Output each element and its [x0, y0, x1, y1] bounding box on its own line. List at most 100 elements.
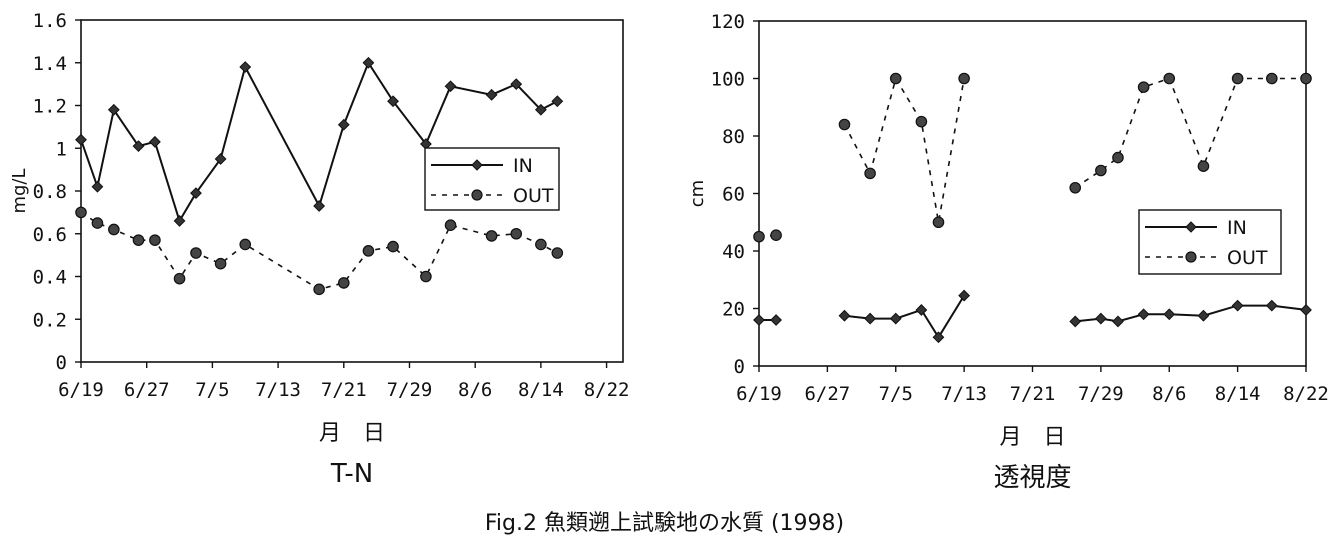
data-point-in [838, 309, 851, 322]
x-tick-label: 7/29 [387, 379, 433, 401]
data-point-out [915, 115, 928, 128]
legend-label-out: OUT [513, 185, 554, 207]
data-point-out [387, 240, 399, 253]
y-tick-label: 1.4 [33, 53, 67, 75]
data-point-in [132, 140, 145, 153]
y-tick-label: 1.6 [33, 10, 67, 32]
data-point-in [173, 215, 186, 227]
data-point-out [91, 217, 104, 229]
y-tick-label: 0.8 [33, 181, 67, 203]
data-point-out [149, 234, 161, 246]
data-point-out [173, 272, 186, 285]
data-point-in [958, 289, 971, 302]
data-point-in [915, 304, 928, 316]
data-point-out [75, 206, 87, 219]
data-point-out [313, 283, 325, 296]
y-tick-label: 20 [722, 299, 745, 321]
data-point-in [551, 95, 564, 108]
data-point-out [535, 238, 547, 251]
series-out [753, 72, 1312, 243]
data-point-out [1197, 160, 1210, 172]
legend-label-in: IN [513, 155, 533, 177]
data-point-out [108, 223, 120, 236]
data-point-in [1137, 308, 1150, 321]
data-point-in [362, 56, 375, 69]
legend-label-in: IN [1227, 217, 1247, 239]
data-point-in [485, 88, 498, 101]
data-point-out [362, 245, 375, 257]
data-point-out [1112, 151, 1124, 164]
data-point-out [1266, 72, 1278, 85]
data-point-in [1094, 312, 1107, 325]
y-axis-label: cm [687, 180, 708, 207]
x-tick-label: 6/27 [804, 383, 850, 405]
data-point-in [1112, 315, 1124, 328]
y-tick-label: 1.2 [33, 96, 67, 118]
x-tick-label: 8/14 [518, 379, 564, 401]
x-tick-label: 6/19 [58, 379, 104, 401]
x-tick-label: 7/5 [879, 383, 913, 405]
chart-title: T-N [330, 459, 373, 489]
y-tick-label: 60 [722, 184, 745, 206]
data-point-in [91, 180, 104, 193]
x-tick-label: 6/19 [736, 383, 782, 405]
data-point-in [889, 312, 902, 325]
data-point-out [132, 234, 145, 246]
data-point-in [864, 312, 877, 325]
data-point-out [932, 216, 945, 229]
legend: IN OUT [1138, 209, 1282, 275]
data-point-out [838, 118, 851, 131]
data-point-in [337, 118, 350, 131]
x-tick-label: 8/22 [1283, 383, 1329, 405]
y-axis-label: mg/L [9, 168, 30, 213]
data-point-in [239, 61, 252, 73]
y-tick-label: 0 [734, 356, 745, 378]
data-point-out [551, 247, 564, 259]
data-point-out [1069, 181, 1082, 194]
data-point-out [1231, 72, 1244, 85]
series-in [75, 56, 564, 227]
y-tick-label: 0.4 [33, 267, 67, 289]
data-point-in [932, 331, 945, 344]
legend: IN OUT [424, 147, 560, 211]
x-tick-label: 7/13 [941, 383, 987, 405]
legend-box [1138, 209, 1282, 275]
y-tick-label: 100 [711, 69, 745, 91]
data-point-out [190, 247, 202, 259]
y-tick-label: 120 [711, 11, 745, 33]
y-tick-label: 0 [56, 352, 67, 374]
data-point-in [444, 80, 457, 93]
series-in [753, 289, 1312, 344]
series-line-out [843, 76, 965, 223]
x-axis-label: 月 日 [999, 425, 1065, 450]
chart-title: 透視度 [993, 463, 1071, 493]
y-tick-label: 40 [722, 241, 745, 263]
x-tick-label: 7/21 [321, 379, 367, 401]
y-tick-label: 80 [722, 126, 745, 148]
data-point-out [337, 277, 350, 289]
data-point-in [770, 314, 783, 326]
data-point-in [75, 133, 87, 146]
x-tick-label: 7/5 [195, 379, 229, 401]
figure: 0 0.2 0.4 0.6 0.8 1 1.2 1.4 1.6 6/19 6/27 7/5 7/13 7/… [9, 10, 1329, 493]
data-point-out [1300, 72, 1312, 85]
data-point-out [444, 219, 457, 231]
data-point-in [107, 103, 120, 116]
x-axis-label: 月 日 [319, 421, 385, 446]
data-point-in [387, 95, 399, 108]
legend-marker-in [1185, 221, 1197, 233]
legend-label-out: OUT [1227, 247, 1268, 269]
data-point-out [485, 230, 498, 242]
data-point-in [534, 103, 547, 116]
data-point-in [1069, 315, 1082, 328]
data-point-in [149, 135, 161, 148]
data-point-out [420, 270, 432, 283]
series-line-out [1074, 77, 1306, 189]
x-tick-label: 8/22 [584, 379, 630, 401]
data-point-out [753, 230, 765, 243]
x-tick-label: 7/13 [255, 379, 301, 401]
data-point-out [214, 257, 227, 270]
x-tick-label: 7/29 [1078, 383, 1124, 405]
x-tick-label: 7/21 [1010, 383, 1056, 405]
x-tick-label: 8/6 [458, 379, 492, 401]
